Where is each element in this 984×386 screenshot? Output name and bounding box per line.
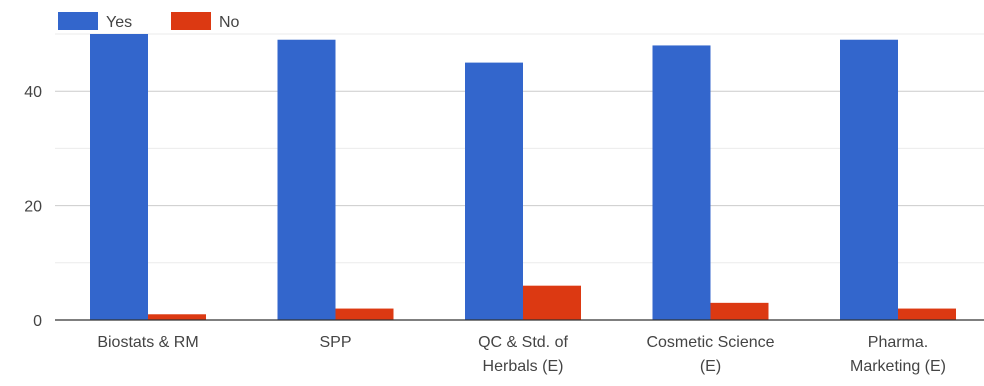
y-axis-ticks: 0 20 40 (24, 84, 42, 330)
y-tick-label: 20 (24, 199, 42, 216)
legend-swatch-yes[interactable] (58, 12, 98, 30)
bar-no-3 (523, 285, 581, 320)
x-tick-label: Pharma. Marketing (E) (850, 334, 946, 375)
legend[interactable]: Yes No (58, 12, 240, 31)
legend-swatch-no[interactable] (171, 12, 211, 30)
bars (90, 34, 956, 320)
y-tick-label: 40 (24, 84, 42, 101)
x-tick-label: SPP (319, 334, 351, 351)
legend-label-yes[interactable]: Yes (106, 14, 132, 31)
x-axis-labels: Biostats & RM SPP QC & Std. of Herbals (E) C… (97, 334, 946, 375)
bar-yes-1 (90, 34, 148, 320)
legend-label-no[interactable]: No (219, 14, 240, 31)
x-tick-label: Biostats & RM (97, 334, 198, 351)
bar-no-5 (898, 308, 956, 320)
x-tick-label: QC & Std. of Herbals (E) (478, 334, 568, 375)
bar-yes-5 (840, 39, 898, 320)
bar-yes-4 (652, 45, 711, 320)
bar-no-2 (335, 308, 394, 320)
y-tick-label: 0 (33, 313, 42, 330)
bar-no-4 (710, 302, 769, 320)
x-tick-label: Cosmetic Science (E) (646, 334, 774, 375)
bar-yes-3 (465, 62, 523, 320)
bar-yes-2 (277, 39, 336, 320)
bar-no-1 (148, 314, 206, 320)
